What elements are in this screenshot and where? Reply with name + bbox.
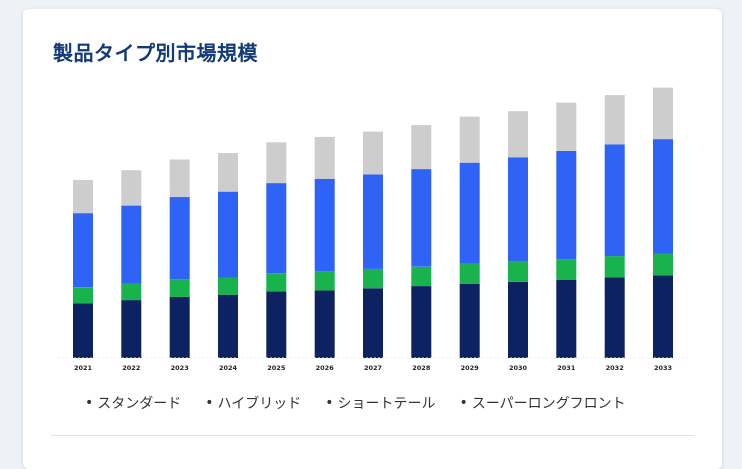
legend-label: ショートテール	[337, 396, 436, 412]
bullet-icon: •	[325, 395, 334, 411]
bar-segment-2024-series-1	[218, 277, 238, 295]
bar-segment-2026-series-3	[314, 136, 335, 179]
bar-segment-2028-series-3	[411, 125, 432, 170]
bar-segment-2031-series-1	[556, 259, 577, 280]
x-tick-label: 2023	[171, 364, 189, 372]
bar-segment-2027-series-0	[363, 288, 383, 359]
bar-segment-2029-series-0	[459, 284, 480, 358]
bullet-icon: •	[459, 395, 468, 411]
bar-segment-2022-series-3	[121, 170, 142, 206]
bar-segment-2030-series-1	[508, 261, 528, 282]
bar-segment-2024-series-3	[218, 153, 238, 192]
bar-segment-2029-series-1	[459, 263, 480, 284]
bar-segment-2028-series-1	[411, 266, 432, 287]
bar-segment-2029-series-3	[459, 116, 480, 163]
bar-segment-2023-series-2	[169, 197, 190, 280]
legend-item-hybrid[interactable]: • ハイブリッド	[205, 393, 301, 413]
bar-segment-2026-series-2	[314, 178, 335, 272]
legend-item-short-tail[interactable]: • ショートテール	[325, 393, 435, 413]
bar-segment-2033-series-0	[653, 275, 673, 358]
bar-segment-2028-series-0	[411, 286, 432, 358]
bar-segment-2025-series-3	[266, 142, 287, 184]
bar-segment-2031-series-2	[556, 150, 577, 260]
x-tick-label: 2028	[412, 364, 431, 372]
x-tick-label: 2024	[219, 364, 238, 372]
bar-segment-2027-series-1	[363, 268, 383, 289]
x-tick-label: 2030	[509, 364, 528, 372]
bar-segment-2027-series-2	[363, 174, 383, 269]
x-tick-label: 2032	[606, 364, 624, 372]
bar-segment-2033-series-1	[653, 253, 673, 276]
bar-segment-2021-series-3	[73, 179, 93, 214]
x-tick-label: 2033	[654, 364, 672, 372]
legend-item-super-long-front[interactable]: • スーパーロングフロント	[460, 393, 626, 413]
bar-segment-2030-series-2	[508, 157, 528, 262]
bar-segment-2025-series-0	[266, 291, 287, 358]
x-tick-label: 2022	[122, 364, 140, 372]
bar-segment-2026-series-1	[314, 271, 335, 291]
legend-label: スタンダード	[97, 396, 182, 412]
bar-segment-2022-series-1	[121, 284, 142, 301]
x-tick-labels: 2021 2022 2023 2024 2025 2026 2027 2028 2029 2030…	[74, 364, 672, 372]
bar-segment-2028-series-2	[411, 169, 432, 267]
bar-segment-2032-series-3	[604, 95, 625, 145]
bar-segment-2022-series-2	[121, 205, 142, 284]
chart-legend: • スタンダード • ハイブリッド • ショートテール • スーパーロングフロン…	[85, 393, 626, 413]
bar-segment-2030-series-0	[508, 281, 528, 358]
bullet-icon: •	[205, 395, 214, 411]
bar-segment-2021-series-1	[73, 287, 93, 304]
x-tick-label: 2029	[461, 364, 480, 372]
bar-segment-2025-series-2	[266, 183, 287, 274]
bar-segment-2025-series-1	[266, 273, 287, 292]
bar-segment-2032-series-1	[604, 256, 625, 278]
x-tick-label: 2031	[557, 364, 576, 372]
bar-segment-2021-series-0	[73, 303, 93, 358]
bar-segment-2022-series-0	[121, 300, 142, 358]
bar-segment-2023-series-1	[169, 279, 190, 297]
bar-segment-2031-series-3	[556, 102, 577, 151]
chart-card: 製品タイプ別市場規模 2021 2022 2023 2024 2025 2026 2027 2…	[23, 9, 722, 469]
bar-segment-2029-series-2	[459, 162, 480, 264]
bullet-icon: •	[85, 395, 94, 411]
divider	[51, 435, 694, 436]
stacked-bar-chart: 2021 2022 2023 2024 2025 2026 2027 2028 2029 2030…	[58, 87, 688, 372]
bar-segment-2033-series-2	[653, 139, 673, 254]
x-tick-label: 2027	[364, 364, 382, 372]
bars-layer	[73, 87, 673, 359]
bar-segment-2023-series-0	[169, 296, 190, 358]
bar-segment-2026-series-0	[314, 290, 335, 358]
bar-segment-2032-series-0	[604, 277, 625, 358]
bar-segment-2032-series-2	[604, 144, 625, 257]
bar-segment-2030-series-3	[508, 111, 528, 158]
legend-label: ハイブリッド	[217, 396, 302, 412]
bar-segment-2023-series-3	[169, 159, 190, 198]
bar-segment-2033-series-3	[653, 87, 673, 140]
legend-item-standard[interactable]: • スタンダード	[85, 393, 181, 413]
x-tick-label: 2021	[74, 364, 93, 372]
x-tick-label: 2025	[267, 364, 286, 372]
bar-segment-2027-series-3	[363, 131, 383, 175]
x-tick-label: 2026	[316, 364, 335, 372]
legend-label: スーパーロングフロント	[471, 396, 626, 412]
bar-segment-2021-series-2	[73, 213, 93, 288]
bar-segment-2024-series-0	[218, 294, 238, 358]
bar-segment-2031-series-0	[556, 279, 577, 358]
bar-segment-2024-series-2	[218, 191, 238, 278]
chart-title: 製品タイプ別市場規模	[53, 41, 258, 65]
